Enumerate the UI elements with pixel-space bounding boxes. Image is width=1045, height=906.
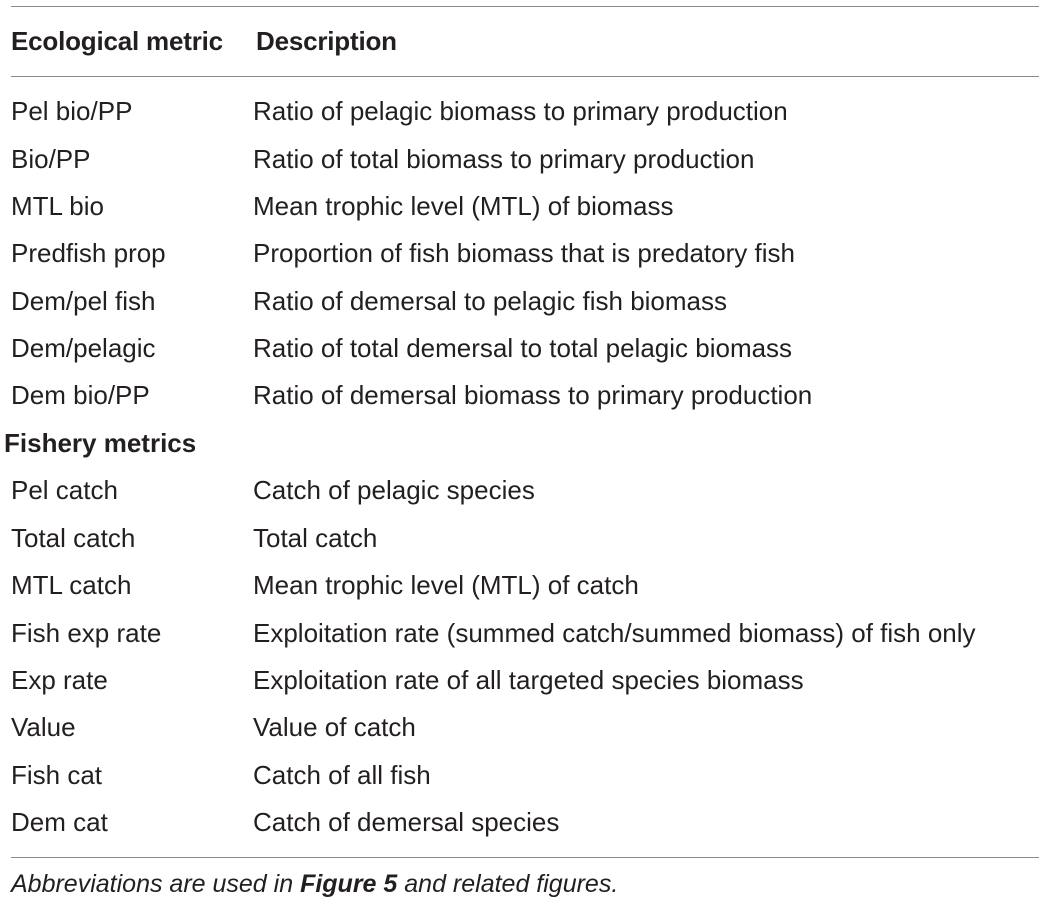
table-row: Total catch Total catch bbox=[0, 518, 1045, 558]
metric-abbreviation: Pel bio/PP bbox=[11, 96, 133, 126]
table-bottom-rule bbox=[11, 857, 1039, 858]
metric-abbreviation: Value bbox=[11, 712, 76, 742]
table-row: Fish cat Catch of all fish bbox=[0, 755, 1045, 795]
table-row: Pel bio/PP Ratio of pelagic biomass to p… bbox=[0, 91, 1045, 131]
metric-description: Exploitation rate of all targeted specie… bbox=[253, 665, 804, 695]
metric-abbreviation: Fish exp rate bbox=[11, 618, 162, 648]
section-label-fishery-metrics: Fishery metrics bbox=[4, 428, 197, 458]
table-row: Predfish prop Proportion of fish biomass… bbox=[0, 233, 1045, 273]
metric-description: Value of catch bbox=[253, 712, 416, 742]
metric-description: Total catch bbox=[253, 523, 378, 553]
metric-description: Ratio of pelagic biomass to primary prod… bbox=[253, 96, 788, 126]
metric-description: Ratio of total demersal to total pelagic… bbox=[253, 333, 793, 363]
metric-abbreviation: MTL bio bbox=[11, 191, 104, 221]
metric-description: Proportion of fish biomass that is preda… bbox=[253, 238, 795, 268]
metric-description: Catch of pelagic species bbox=[253, 475, 535, 505]
metric-abbreviation: Exp rate bbox=[11, 665, 108, 695]
metric-description: Mean trophic level (MTL) of biomass bbox=[253, 191, 674, 221]
metric-abbreviation: Fish cat bbox=[11, 760, 103, 790]
header-rule bbox=[11, 76, 1039, 77]
table-row: Pel catch Catch of pelagic species bbox=[0, 470, 1045, 510]
metric-abbreviation: Dem/pel fish bbox=[11, 286, 156, 316]
column-header-description: Description bbox=[256, 26, 397, 56]
column-header-metric: Ecological metric bbox=[11, 26, 223, 56]
metric-abbreviation: Pel catch bbox=[11, 475, 118, 505]
metric-abbreviation: Dem cat bbox=[11, 807, 108, 837]
metric-description: Ratio of demersal biomass to primary pro… bbox=[253, 380, 813, 410]
table-top-rule bbox=[11, 6, 1039, 7]
table-row: Dem bio/PP Ratio of demersal biomass to … bbox=[0, 375, 1045, 415]
table-row: Bio/PP Ratio of total biomass to primary… bbox=[0, 139, 1045, 179]
table-row: MTL bio Mean trophic level (MTL) of biom… bbox=[0, 186, 1045, 226]
metric-description: Exploitation rate (summed catch/summed b… bbox=[253, 618, 976, 648]
metric-description: Catch of demersal species bbox=[253, 807, 560, 837]
table-row: Dem/pelagic Ratio of total demersal to t… bbox=[0, 328, 1045, 368]
metric-description: Mean trophic level (MTL) of catch bbox=[253, 570, 639, 600]
table-row: MTL catch Mean trophic level (MTL) of ca… bbox=[0, 565, 1045, 605]
metric-abbreviation: Total catch bbox=[11, 523, 136, 553]
figure-reference-link[interactable]: Figure 5 bbox=[300, 870, 398, 898]
metric-description: Catch of all fish bbox=[253, 760, 431, 790]
table-row: Fish exp rate Exploitation rate (summed … bbox=[0, 613, 1045, 653]
metric-description: Ratio of total biomass to primary produc… bbox=[253, 144, 755, 174]
metric-abbreviation: Dem/pelagic bbox=[11, 333, 156, 363]
metric-abbreviation: Predfish prop bbox=[11, 238, 166, 268]
table-row: Dem cat Catch of demersal species bbox=[0, 802, 1045, 842]
metric-abbreviation: Dem bio/PP bbox=[11, 380, 150, 410]
metric-description: Ratio of demersal to pelagic fish biomas… bbox=[253, 286, 728, 316]
table-row: Dem/pel fish Ratio of demersal to pelagi… bbox=[0, 281, 1045, 321]
footnote-suffix: and related figures. bbox=[397, 870, 619, 898]
table-footnote: Abbreviations are used in Figure 5 and r… bbox=[11, 866, 618, 902]
table-row: Exp rate Exploitation rate of all target… bbox=[0, 660, 1045, 700]
table-row: Value Value of catch bbox=[0, 707, 1045, 747]
metric-abbreviation: Bio/PP bbox=[11, 144, 91, 174]
metric-abbreviation: MTL catch bbox=[11, 570, 132, 600]
footnote-prefix: Abbreviations are used in bbox=[11, 870, 301, 898]
